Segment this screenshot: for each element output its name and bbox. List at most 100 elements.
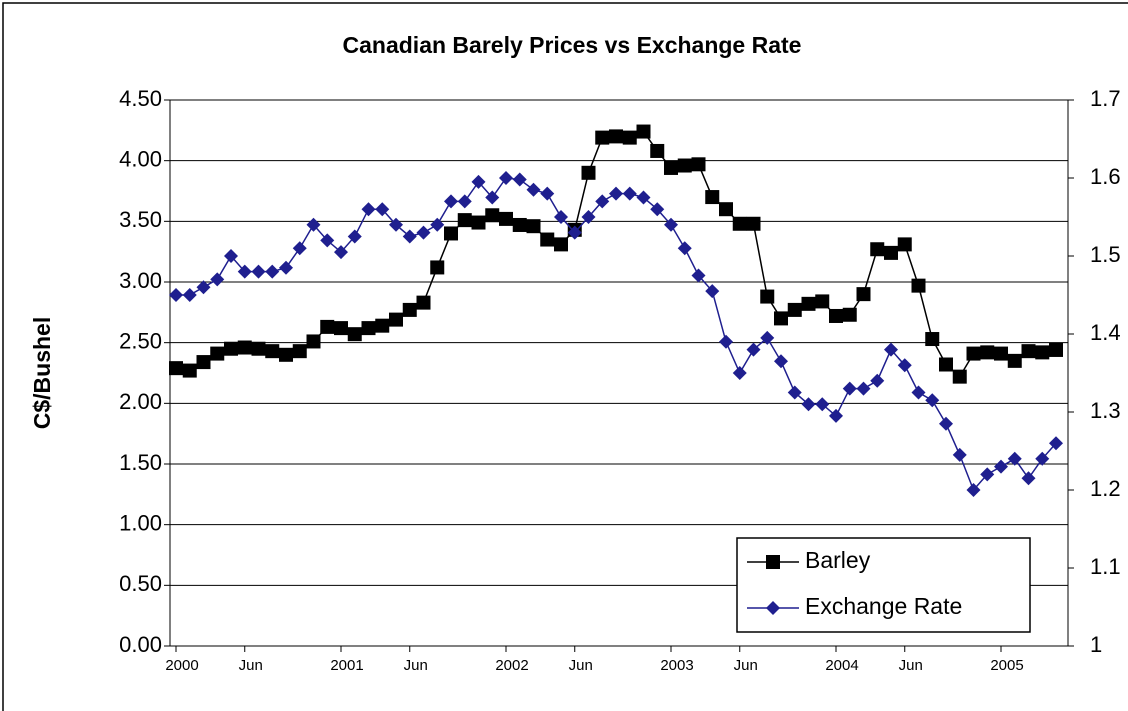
data-point [966,483,981,497]
data-point [719,202,733,217]
data-point [1049,436,1063,451]
data-point [320,233,335,248]
data-point [884,245,898,260]
data-point [306,334,321,349]
data-point [829,408,843,423]
data-point [210,272,225,287]
x-tick-label: Jun [569,657,593,674]
data-point [320,319,335,334]
y-tick-label: 3.00 [119,268,162,293]
data-point [842,307,857,322]
data-point [224,249,238,263]
data-point [911,278,926,293]
x-tick-label: 2003 [660,657,693,674]
data-point [416,225,431,240]
data-point [939,416,953,431]
data-point [402,229,417,244]
data-point [389,217,403,232]
legend-label: Exchange Rate [805,593,962,619]
data-point [980,467,995,482]
data-point [677,241,692,256]
x-tick-label: 2002 [495,657,528,674]
data-point [636,124,651,139]
data-point [1035,451,1050,466]
x-tick-label: 2005 [990,657,1023,674]
data-point [595,130,610,145]
data-point [457,194,472,209]
data-point [526,182,541,197]
data-point [169,288,183,302]
data-point [361,321,376,336]
x-tick-label: 2004 [825,657,858,674]
data-point [237,340,252,355]
data-point [609,186,623,201]
y2-tick-label: 1.6 [1090,164,1121,189]
data-point [485,190,500,205]
data-point [1049,342,1063,357]
y2-tick-label: 1.4 [1090,320,1121,345]
data-point [224,341,238,356]
legend-label: Barley [805,547,871,573]
y2-tick-label: 1 [1090,632,1102,657]
data-point [416,295,431,310]
data-point [705,284,720,299]
data-point [994,459,1008,474]
x-tick-label: Jun [899,657,923,674]
data-point [705,190,720,205]
data-point [457,213,472,228]
x-tick-label: 2000 [165,657,198,674]
x-tick-label: Jun [734,657,758,674]
data-point [512,172,527,187]
data-point [897,237,912,252]
y2-tick-label: 1.7 [1090,86,1121,111]
data-point [1007,353,1022,368]
data-point [251,341,266,356]
data-point [870,242,885,257]
x-tick-label: Jun [239,657,263,674]
data-point [691,268,706,283]
data-point [334,245,348,260]
y2-tick-label: 1.2 [1090,476,1121,501]
y-tick-label: 2.00 [119,389,162,414]
y2-tick-label: 1.5 [1090,242,1121,267]
data-point [829,308,843,323]
data-point [471,215,486,230]
data-point [746,342,761,357]
data-point [842,381,857,396]
data-point [870,373,885,388]
data-point [375,318,390,333]
data-point [664,160,678,175]
data-point [664,217,678,232]
data-point [856,287,871,302]
data-point [980,345,995,360]
data-point [581,210,596,224]
data-point [347,229,362,244]
legend-box [736,537,1031,633]
data-point [897,358,912,373]
data-point [389,312,403,327]
data-point [292,344,307,359]
y2-tick-label: 1.3 [1090,398,1121,423]
y-tick-label: 3.50 [119,207,162,232]
data-point [334,321,348,336]
data-point [251,264,266,279]
data-point [815,294,830,309]
data-point [526,219,541,234]
y-tick-label: 4.50 [119,86,162,111]
data-point [1035,345,1050,360]
data-point [512,217,527,232]
data-point [306,217,321,232]
data-point [732,216,747,231]
data-point [622,130,637,145]
data-point [925,393,940,408]
data-point [1007,451,1022,466]
data-point [650,143,665,158]
x-tick-label: Jun [404,657,428,674]
data-point [347,327,362,342]
y-tick-label: 1.50 [119,450,162,475]
data-point [719,334,733,349]
data-point [196,280,211,295]
data-point [567,225,582,240]
data-point [691,157,706,172]
